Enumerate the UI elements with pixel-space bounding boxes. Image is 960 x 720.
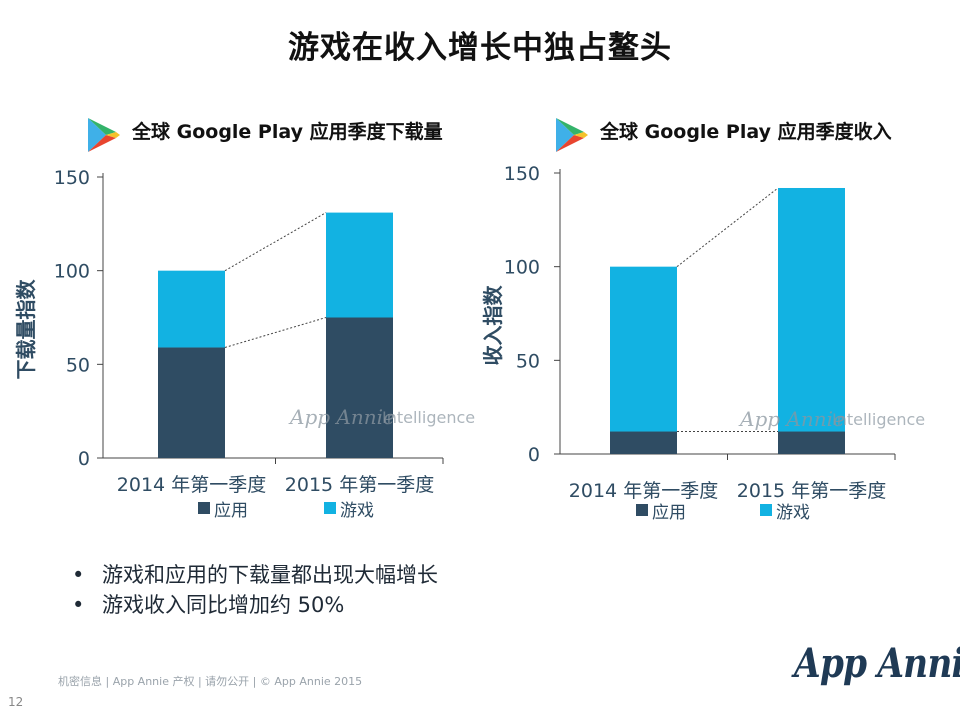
bar-games (326, 212, 393, 318)
watermark-suffix: Intelligence (382, 408, 475, 427)
chart-title: 全球 Google Play 应用季度收入 (599, 120, 892, 143)
chart-title: 全球 Google Play 应用季度下载量 (131, 120, 443, 143)
play-store-icon-right (574, 132, 588, 138)
legend-label: 应用 (214, 501, 248, 521)
x-category-label: 2014 年第一季度 (117, 474, 266, 496)
play-store-icon-top (88, 118, 116, 135)
footer-text: 机密信息 | App Annie 产权 | 请勿公开 | © App Annie… (58, 675, 363, 688)
y-tick-label: 0 (528, 444, 540, 466)
y-tick-label: 150 (54, 167, 90, 189)
y-tick-label: 0 (78, 448, 90, 470)
x-category-label: 2014 年第一季度 (569, 480, 718, 502)
y-tick-label: 50 (66, 354, 90, 376)
app-annie-logo: App Annie (794, 640, 960, 687)
y-axis-label: 下载量指数 (14, 279, 38, 380)
y-tick-label: 100 (504, 257, 540, 279)
legend-label: 游戏 (340, 501, 374, 521)
connector-apps (224, 317, 327, 348)
legend-swatch (636, 504, 648, 516)
play-store-icon (556, 118, 574, 152)
bar-games (778, 187, 845, 432)
play-store-icon-bottom (556, 135, 584, 152)
legend-label: 游戏 (776, 503, 810, 523)
legend-swatch (198, 502, 210, 514)
watermark-brand: App Annie (288, 405, 395, 429)
x-category-label: 2015 年第一季度 (737, 480, 886, 502)
connector-total (676, 187, 779, 268)
page-title: 游戏在收入增长中独占鳌头 (288, 30, 672, 66)
legend-label: 应用 (652, 503, 686, 523)
bar-apps (158, 347, 225, 458)
play-store-icon-bottom (88, 135, 116, 152)
watermark-suffix: Intelligence (832, 410, 925, 429)
x-category-label: 2015 年第一季度 (285, 474, 434, 496)
y-axis-label: 收入指数 (481, 285, 505, 366)
y-tick-label: 150 (504, 163, 540, 185)
bullet-list: • 游戏和应用的下载量都出现大幅增长 • 游戏收入同比增加约 50% (72, 560, 438, 620)
y-tick-label: 100 (54, 261, 90, 283)
play-store-icon (88, 118, 106, 152)
bar-games (158, 270, 225, 348)
play-store-icon-top (556, 118, 584, 135)
bar-games (610, 266, 677, 432)
bar-apps (610, 431, 677, 454)
connector-total (224, 212, 327, 272)
bullet-item: • 游戏收入同比增加约 50% (72, 593, 345, 617)
watermark-brand: App Annie (738, 407, 845, 431)
legend-swatch (760, 504, 772, 516)
bar-apps (778, 431, 845, 454)
bullet-item: • 游戏和应用的下载量都出现大幅增长 (72, 563, 438, 587)
page-number: 12 (8, 695, 24, 709)
play-store-icon-right (106, 132, 120, 138)
legend-swatch (324, 502, 336, 514)
y-tick-label: 50 (516, 350, 540, 372)
bar-apps (326, 317, 393, 458)
